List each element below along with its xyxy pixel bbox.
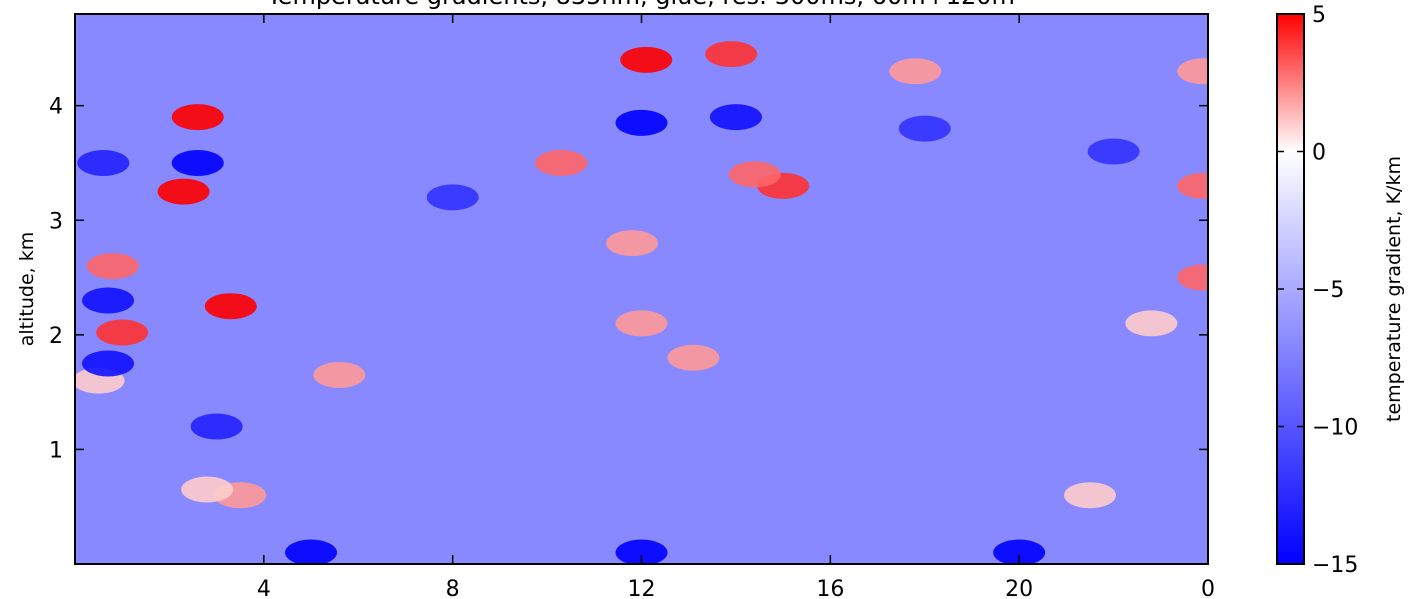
heatmap-cell <box>171 104 224 131</box>
colorbar-tick-label: 5 <box>1312 3 1326 28</box>
colorbar-label: temperature gradient, K/km <box>1383 156 1405 422</box>
colorbar-tick-label: −5 <box>1312 278 1344 303</box>
colorbar-axis: 5 0 −5 −10 −15 <box>1277 3 1358 578</box>
x-tick-label: 0 <box>1201 577 1215 599</box>
heatmap-cell <box>1177 58 1208 85</box>
y-tick-label: 4 <box>49 95 63 120</box>
colorbar-tick-label: 0 <box>1312 141 1326 166</box>
x-tick-label: 12 <box>628 577 656 599</box>
heatmap-cell <box>426 184 479 211</box>
heatmap-cell <box>77 149 130 176</box>
heatmap-cell <box>313 361 366 388</box>
heatmap-cell <box>1063 482 1116 509</box>
heatmap-cell <box>1177 264 1208 291</box>
heatmap-cell <box>709 104 762 131</box>
heatmap-cell <box>190 413 243 440</box>
x-tick-label: 8 <box>446 577 460 599</box>
x-tick-label: 20 <box>1005 577 1033 599</box>
heatmap-cell <box>889 58 942 85</box>
x-tick-label: 16 <box>816 577 844 599</box>
heatmap-cell <box>96 319 149 346</box>
heatmap-cell <box>181 476 234 503</box>
heatmap-cell <box>620 46 673 73</box>
heatmap-cell <box>157 178 210 205</box>
heatmap-cell <box>993 539 1046 564</box>
y-axis-label: altitude, km <box>16 232 38 346</box>
heatmap-background <box>75 14 1208 564</box>
heatmap-cell <box>285 539 338 564</box>
heatmap-cell <box>898 115 951 142</box>
heatmap-cell <box>606 230 659 257</box>
heatmap-cell <box>1177 172 1208 199</box>
heatmap-cell <box>171 149 224 176</box>
heatmap-cell <box>82 350 135 377</box>
heatmap-cell <box>728 161 781 188</box>
y-tick-label: 3 <box>49 209 63 234</box>
heatmap-cell <box>667 344 720 371</box>
heatmap-cell <box>615 109 668 136</box>
heatmap-area <box>75 14 1208 564</box>
heatmap-cell <box>86 253 139 280</box>
heatmap-features <box>75 41 1208 564</box>
heatmap-cell <box>615 310 668 337</box>
heatmap-cell <box>1087 138 1140 165</box>
colorbar-tick-label: −10 <box>1312 416 1358 441</box>
chart-title: Temperature gradients, 835nm, glue, res:… <box>266 0 1015 10</box>
heatmap-cell <box>82 287 135 314</box>
y-tick-label: 1 <box>49 438 63 463</box>
y-axis: 1 2 3 4 <box>49 95 1208 463</box>
colorbar-tick-label: −15 <box>1312 553 1358 578</box>
x-tick-label: 4 <box>257 577 271 599</box>
x-axis: 4 8 12 16 20 0 <box>257 14 1215 599</box>
heatmap-cell <box>615 539 668 564</box>
heatmap-cell <box>705 41 758 68</box>
heatmap-cell <box>204 293 257 320</box>
heatmap-cell <box>1125 310 1178 337</box>
y-tick-label: 2 <box>49 324 63 349</box>
heatmap-cell <box>535 149 588 176</box>
